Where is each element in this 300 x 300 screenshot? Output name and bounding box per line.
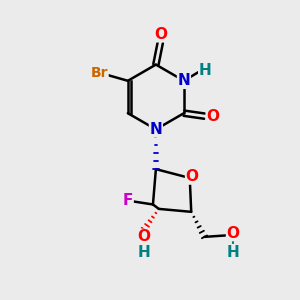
Text: O: O — [186, 169, 199, 184]
Text: O: O — [206, 109, 219, 124]
Text: N: N — [178, 73, 190, 88]
Text: O: O — [226, 226, 239, 241]
Text: N: N — [149, 122, 162, 137]
Text: O: O — [137, 230, 150, 244]
Text: H: H — [227, 245, 239, 260]
Text: H: H — [199, 63, 211, 78]
Text: F: F — [123, 193, 133, 208]
Text: O: O — [154, 27, 167, 42]
Text: H: H — [137, 245, 150, 260]
Text: Br: Br — [91, 66, 108, 80]
